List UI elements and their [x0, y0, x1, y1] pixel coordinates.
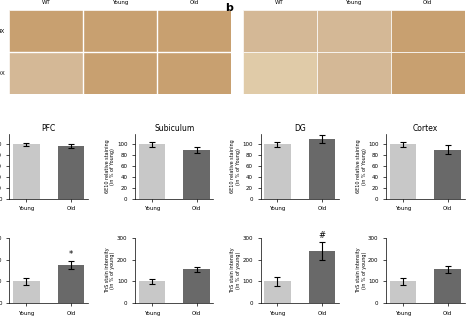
- Bar: [58, 265, 84, 303]
- Bar: [243, 52, 317, 94]
- Bar: [390, 281, 416, 303]
- Bar: [317, 52, 391, 94]
- Title: DG: DG: [294, 124, 306, 133]
- Bar: [9, 10, 83, 52]
- Bar: [157, 10, 231, 52]
- Bar: [83, 10, 157, 52]
- Bar: [391, 10, 465, 52]
- Y-axis label: 6E10 relative staining
(in % of Young): 6E10 relative staining (in % of Young): [356, 139, 366, 193]
- Bar: [9, 52, 83, 94]
- Title: Cortex: Cortex: [413, 124, 438, 133]
- Bar: [264, 145, 291, 199]
- Y-axis label: ThS stain intensity
(in % of young): ThS stain intensity (in % of young): [105, 248, 116, 293]
- Bar: [434, 150, 461, 199]
- Bar: [391, 52, 465, 94]
- Bar: [243, 10, 317, 52]
- Bar: [138, 281, 165, 303]
- Bar: [434, 270, 461, 303]
- Bar: [183, 150, 210, 199]
- Bar: [183, 270, 210, 303]
- Text: #: #: [319, 231, 326, 240]
- Bar: [309, 139, 336, 199]
- Y-axis label: ThS stain intensity
(in % of young): ThS stain intensity (in % of young): [230, 248, 241, 293]
- Title: PFC: PFC: [42, 124, 56, 133]
- Bar: [264, 281, 291, 303]
- Bar: [83, 52, 157, 94]
- Title: Subiculum: Subiculum: [154, 124, 194, 133]
- Bar: [309, 251, 336, 303]
- Bar: [13, 145, 40, 199]
- Bar: [13, 281, 40, 303]
- Y-axis label: ThS stain intensity
(in % of young): ThS stain intensity (in % of young): [356, 248, 366, 293]
- Bar: [317, 10, 391, 52]
- Bar: [138, 145, 165, 199]
- Bar: [390, 145, 416, 199]
- Y-axis label: 6E10 relative staining
(in % of Young): 6E10 relative staining (in % of Young): [230, 139, 241, 193]
- Y-axis label: 6E10 relative staining
(in % of Young): 6E10 relative staining (in % of Young): [105, 139, 116, 193]
- Bar: [58, 146, 84, 199]
- Text: b: b: [225, 3, 233, 13]
- Bar: [157, 52, 231, 94]
- Text: *: *: [69, 249, 73, 259]
